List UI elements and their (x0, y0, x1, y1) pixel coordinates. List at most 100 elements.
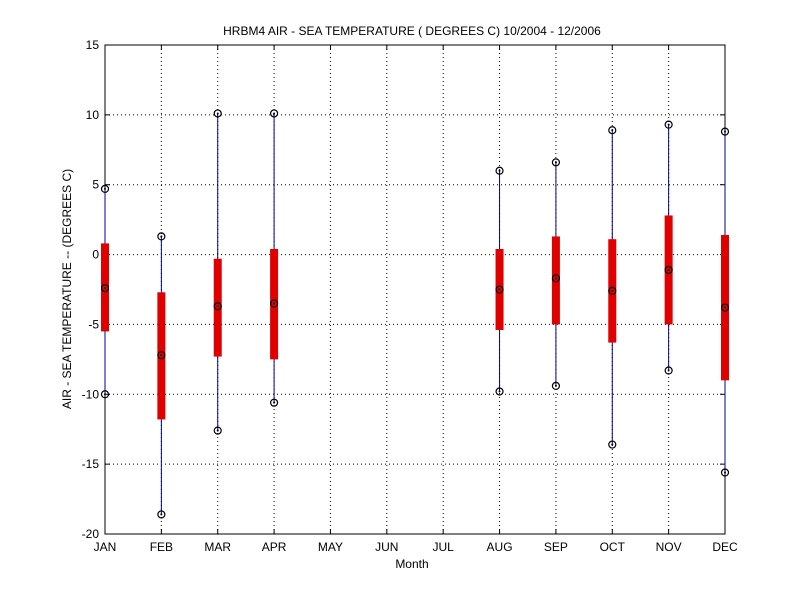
median-marker (100, 284, 110, 293)
marker-circle (664, 366, 673, 375)
x-tick-label: SEP (544, 540, 568, 554)
y-axis-ticks: 15 10 5 0 -5 -10 -15 -20 (82, 38, 725, 541)
y-tick-label: -5 (88, 317, 99, 331)
marker-dot (554, 384, 557, 387)
max-marker (608, 126, 617, 135)
marker-dot (667, 369, 670, 372)
marker-circle (157, 232, 166, 241)
y-tick-label: 0 (92, 248, 99, 262)
x-tick-label: JUN (375, 540, 398, 554)
box-jan (100, 184, 110, 399)
median-marker (720, 303, 730, 312)
x-axis-label: Month (395, 557, 428, 571)
min-marker (157, 510, 166, 519)
marker-circle (551, 158, 561, 167)
y-tick-label: -20 (82, 527, 100, 541)
marker-dot (554, 277, 557, 280)
max-marker (720, 127, 730, 136)
x-tick-label: FEB (150, 540, 173, 554)
marker-circle (551, 381, 561, 391)
marker-circle (213, 109, 222, 118)
marker-circle (495, 166, 504, 175)
x-tick-label: AUG (487, 540, 513, 554)
median-marker (664, 265, 673, 275)
box-sep (551, 158, 561, 391)
marker-circle (720, 127, 730, 136)
marker-circle (269, 398, 279, 407)
marker-dot (216, 112, 219, 115)
min-marker (720, 468, 730, 477)
marker-dot (611, 129, 614, 132)
median-marker (608, 286, 617, 295)
x-tick-label: APR (262, 540, 287, 554)
y-axis-label: AIR - SEA TEMPERATURE -- (DEGREES C) (60, 169, 74, 409)
iqr-box (551, 236, 560, 325)
marker-dot (160, 513, 163, 516)
marker-dot (160, 354, 163, 357)
marker-circle (551, 274, 561, 283)
x-tick-label: OCT (600, 540, 626, 554)
y-tick-label: 5 (92, 178, 99, 192)
marker-dot (273, 302, 276, 305)
box-oct (608, 126, 617, 449)
marker-circle (100, 390, 110, 399)
marker-dot (554, 161, 557, 164)
marker-circle (157, 351, 166, 360)
max-marker (495, 166, 504, 175)
max-marker (213, 109, 222, 118)
y-tick-label: -15 (82, 457, 100, 471)
median-marker (495, 285, 504, 294)
box-apr (269, 109, 279, 407)
min-marker (100, 390, 110, 399)
marker-circle (608, 440, 617, 449)
marker-circle (100, 184, 110, 194)
x-tick-label: MAY (318, 540, 343, 554)
marker-circle (100, 284, 110, 293)
y-tick-label: -10 (82, 387, 100, 401)
median-marker (213, 302, 222, 311)
box-mar (213, 109, 222, 435)
marker-circle (720, 303, 730, 312)
marker-dot (104, 287, 106, 290)
boxes (100, 109, 730, 519)
iqr-box (213, 258, 222, 357)
box-dec (720, 127, 730, 477)
marker-dot (160, 235, 163, 238)
marker-circle (495, 387, 504, 396)
min-marker (608, 440, 617, 449)
y-tick-label: 10 (86, 108, 100, 122)
marker-dot (724, 306, 726, 309)
x-axis-ticks: JAN FEB MAR APR MAY JUN JUL AUG SEP OCT NOV DEC (94, 45, 738, 554)
x-tick-label: JAN (94, 540, 117, 554)
box-feb (157, 232, 166, 519)
marker-circle (213, 302, 222, 311)
marker-dot (273, 401, 276, 404)
marker-dot (667, 123, 670, 126)
marker-dot (273, 112, 276, 115)
min-marker (495, 387, 504, 396)
marker-dot (498, 169, 501, 172)
marker-circle (608, 126, 617, 135)
marker-dot (724, 471, 726, 474)
min-marker (269, 398, 279, 407)
marker-circle (269, 299, 279, 308)
x-tick-label: NOV (656, 540, 682, 554)
marker-dot (216, 429, 219, 432)
marker-dot (498, 390, 501, 393)
max-marker (269, 109, 279, 118)
marker-dot (611, 289, 614, 292)
marker-dot (667, 268, 670, 271)
marker-dot (104, 393, 106, 396)
box-nov (664, 120, 673, 375)
box-aug (495, 166, 504, 396)
marker-circle (495, 285, 504, 294)
marker-dot (498, 288, 501, 291)
marker-circle (664, 120, 673, 129)
median-marker (551, 274, 561, 283)
min-marker (213, 426, 222, 435)
median-marker (157, 351, 166, 360)
marker-dot (104, 187, 106, 190)
marker-circle (157, 510, 166, 519)
min-marker (664, 366, 673, 375)
